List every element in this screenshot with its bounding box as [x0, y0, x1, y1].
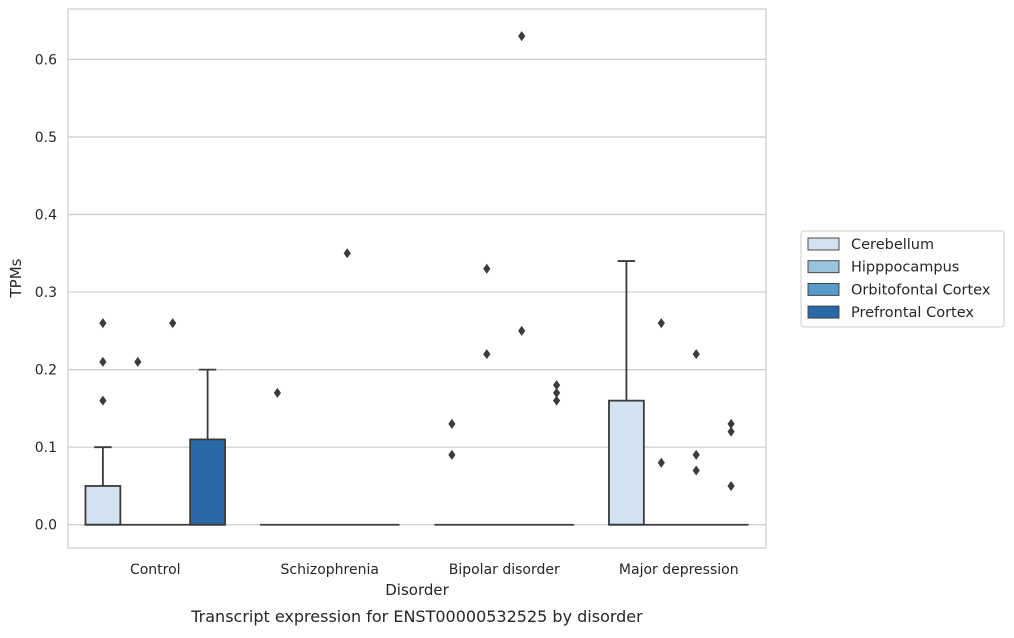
box-body [608, 399, 645, 526]
outlier-point [483, 263, 491, 274]
outlier-point [448, 418, 456, 429]
box-body [84, 485, 122, 526]
box-series [84, 260, 749, 526]
box-body [189, 438, 226, 526]
legend-swatch [807, 260, 840, 274]
outlier-point [657, 318, 665, 329]
outlier-point [134, 356, 142, 367]
outlier-point [692, 465, 700, 476]
outlier-point [273, 387, 281, 398]
outlier-point [727, 480, 735, 491]
y-axis-ticks: 0.0 0.1 0.2 0.3 0.4 0.5 0.6 [35, 52, 57, 533]
x-axis-ticks: Control Schizophrenia Bipolar disorder Majo… [130, 562, 739, 578]
y-tick-label: 0.6 [35, 52, 57, 68]
outlier-point [518, 31, 526, 42]
outlier-point [448, 449, 456, 460]
outlier-point [553, 395, 561, 406]
x-axis-label: Disorder [385, 581, 449, 599]
chart-caption: Transcript expression for ENST0000053252… [190, 607, 643, 626]
outlier-markers [99, 31, 735, 491]
legend[interactable]: Cerebellum Hipppocampus Orbitofontal Corte… [800, 230, 1005, 328]
box-0-3 [608, 260, 645, 526]
outlier-point [99, 318, 107, 329]
legend-label: Cerebellum [851, 237, 934, 253]
legend-swatch [807, 237, 840, 251]
x-tick-label: Bipolar disorder [449, 562, 560, 578]
plot-area [67, 8, 767, 549]
y-tick-label: 0.1 [35, 440, 57, 456]
y-tick-label: 0.5 [35, 130, 57, 146]
outlier-point [518, 325, 526, 336]
y-tick-label: 0.0 [35, 518, 57, 534]
legend-swatch [807, 282, 840, 296]
x-tick-label: Control [130, 562, 181, 578]
legend-label: Hipppocampus [851, 260, 959, 276]
outlier-point [343, 248, 351, 259]
outlier-point [657, 457, 665, 468]
outlier-point [727, 426, 735, 437]
outlier-point [99, 356, 107, 367]
legend-label: Prefrontal Cortex [851, 305, 974, 321]
y-tick-label: 0.3 [35, 285, 57, 301]
outlier-point [553, 387, 561, 398]
outlier-point [99, 395, 107, 406]
outlier-point [727, 418, 735, 429]
legend-frame [800, 230, 1005, 328]
outlier-point [483, 349, 491, 360]
outlier-point [553, 380, 561, 391]
box-3-0 [189, 368, 226, 526]
y-tick-label: 0.2 [35, 363, 57, 379]
x-tick-label: Schizophrenia [281, 562, 379, 578]
x-tick-label: Major depression [619, 562, 739, 578]
outlier-point [692, 349, 700, 360]
box-0-0 [84, 446, 122, 526]
y-axis-label: TPMs [7, 258, 25, 298]
outlier-point [692, 449, 700, 460]
y-tick-label: 0.4 [35, 208, 57, 224]
legend-label: Orbitofontal Cortex [851, 282, 991, 298]
legend-swatch [807, 305, 840, 319]
outlier-point [169, 318, 177, 329]
